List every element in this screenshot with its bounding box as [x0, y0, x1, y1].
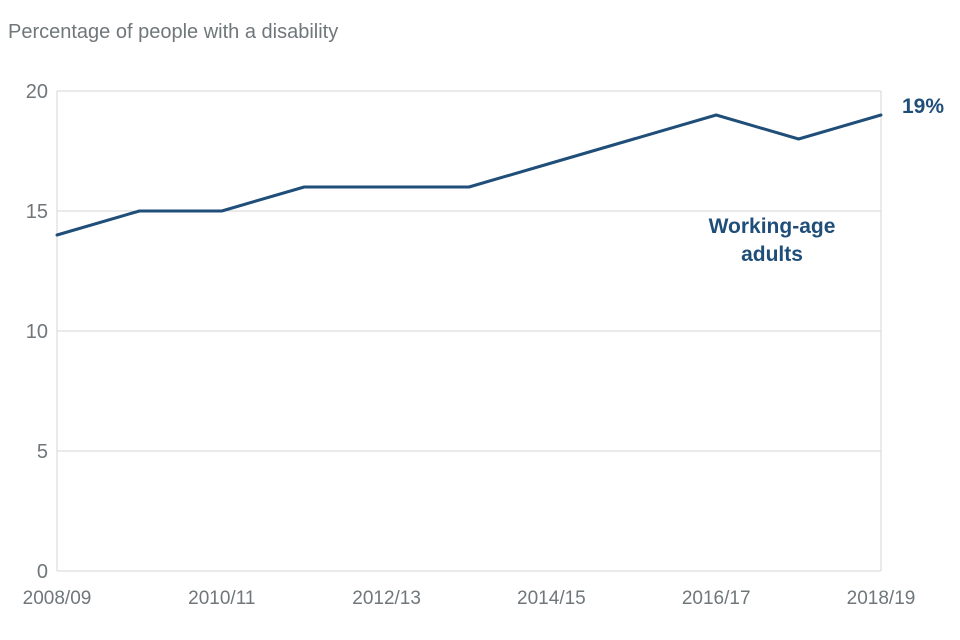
x-axis-tick-label: 2018/19 — [847, 588, 916, 609]
y-axis-tick-label: 15 — [26, 201, 48, 223]
x-axis-tick-label: 2008/09 — [23, 588, 92, 609]
y-axis-tick-label: 5 — [37, 441, 48, 463]
series-annotation-label: adults — [741, 243, 803, 266]
end-value-label: 19% — [902, 95, 944, 118]
x-axis-tick-label: 2014/15 — [517, 588, 586, 609]
series-annotation-label: Working-age — [709, 215, 836, 238]
x-axis-tick-label: 2012/13 — [352, 588, 421, 609]
y-axis-tick-label: 20 — [26, 81, 48, 103]
y-axis-tick-label: 0 — [37, 561, 48, 583]
y-axis-tick-label: 10 — [26, 321, 48, 343]
x-axis-tick-label: 2010/11 — [188, 588, 255, 609]
chart-title: Percentage of people with a disability — [8, 21, 339, 43]
x-axis-tick-label: 2016/17 — [682, 588, 751, 609]
series-line-working-age-adults — [55, 113, 883, 237]
